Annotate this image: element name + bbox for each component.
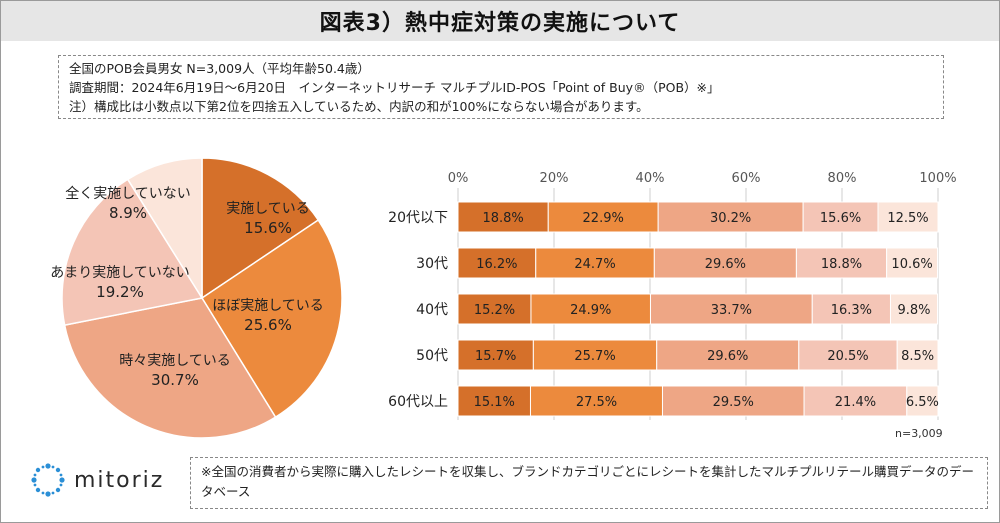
bar-value-label: 18.8% — [482, 211, 523, 226]
bar-segment — [457, 247, 537, 279]
bar-value-label: 20.5% — [827, 349, 868, 364]
bar-value-label: 16.3% — [831, 303, 872, 318]
pie-slice — [126, 157, 203, 301]
pie-chart: 実施している 15.6% ほぼ実施している 25.6% 時々実施している 30.7% あまり… — [50, 157, 343, 439]
category-label: 50代 — [416, 348, 448, 364]
bar-value-label: 21.4% — [835, 395, 876, 410]
bar-segment — [457, 201, 549, 233]
bar-value-label: 15.2% — [474, 303, 515, 318]
bar-value-label: 8.5% — [901, 349, 934, 364]
x-tick-label: 80% — [828, 171, 857, 186]
bar-value-label: 6.5% — [906, 395, 939, 410]
pie-value-label: 19.2% — [96, 283, 144, 301]
bar-segment — [653, 247, 797, 279]
survey-sample-note: 全国のPOB会員男女 N=3,009人（平均年齢50.4歳） — [69, 61, 370, 76]
survey-note-box: 全国のPOB会員男女 N=3,009人（平均年齢50.4歳） 調査期間：2024… — [58, 55, 944, 119]
category-label: 40代 — [416, 302, 448, 318]
pie-slice — [201, 157, 320, 300]
pie-value-label: 25.6% — [244, 316, 292, 334]
bar-segment — [656, 339, 800, 371]
x-tick-label: 100% — [919, 171, 956, 186]
pob-footnote: ※全国の消費者から実際に購入したレシートを収集し、ブランドカテゴリごとにレシート… — [201, 464, 974, 499]
bar-segment — [535, 247, 655, 279]
footnote-box: ※全国の消費者から実際に購入したレシートを収集し、ブランドカテゴリごとにレシート… — [190, 457, 988, 509]
bar-segment — [896, 339, 939, 371]
bar-segment — [877, 201, 939, 233]
bar-value-label: 29.6% — [707, 349, 748, 364]
pie-slice — [200, 218, 343, 419]
bar-segment — [811, 293, 891, 325]
figure-title: 図表3）熱中症対策の実施について — [319, 11, 681, 36]
bar-segment — [802, 201, 879, 233]
x-tick-label: 60% — [732, 171, 761, 186]
pie-category-label: 実施している — [226, 201, 310, 217]
bar-segment — [547, 201, 659, 233]
x-tick-label: 40% — [636, 171, 665, 186]
pie-category-label: 全く実施していない — [65, 185, 191, 202]
bar-value-label: 29.5% — [713, 395, 754, 410]
bar-segment — [457, 385, 531, 417]
bar-value-label: 30.2% — [710, 211, 751, 226]
bar-value-label: 24.9% — [570, 303, 611, 318]
bar-segment — [906, 385, 939, 417]
pie-category-label: ほぼ実施している — [212, 298, 324, 314]
bar-segment — [657, 201, 804, 233]
bar-segment — [889, 293, 939, 325]
pie-slice — [63, 297, 277, 439]
bar-value-label: 27.5% — [576, 395, 617, 410]
pie-value-label: 8.9% — [109, 204, 147, 222]
mitoriz-logo: mitoriz — [30, 462, 164, 498]
bar-value-label: 24.7% — [574, 257, 615, 272]
bar-value-label: 9.8% — [897, 303, 930, 318]
stacked-bar-chart: 0% 20% 40% 60% 80% 100% 20代以下 18.8% 22.9% 30.2% 15… — [388, 171, 957, 420]
pie-category-label: あまり実施していない — [50, 265, 190, 281]
pie-category-label: 時々実施している — [119, 353, 231, 369]
bar-value-label: 15.7% — [475, 349, 516, 364]
pie-slice — [61, 178, 204, 326]
bar-segment — [661, 385, 805, 417]
bar-value-label: 16.2% — [476, 257, 517, 272]
bar-value-label: 15.1% — [474, 395, 515, 410]
category-label: 20代以下 — [388, 210, 448, 226]
bar-segment — [886, 247, 939, 279]
category-label: 30代 — [416, 256, 448, 272]
sparkle-logo-icon — [31, 463, 65, 497]
category-label: 60代以上 — [388, 394, 448, 410]
rounding-note: 注）構成比は小数点以下第2位を四捨五入しているため、内訳の和が100%にならない… — [69, 99, 649, 114]
bar-value-label: 25.7% — [574, 349, 615, 364]
title-bar: 図表3）熱中症対策の実施について — [1, 1, 999, 41]
bar-value-label: 12.5% — [887, 211, 928, 226]
survey-period-note: 調査期間：2024年6月19日～6月20日 インターネットリサーチ マルチプルI… — [69, 80, 720, 95]
bar-value-label: 15.6% — [820, 211, 861, 226]
pie-value-label: 15.6% — [244, 219, 292, 237]
sample-size-annotation: n=3,009 — [895, 427, 943, 440]
bar-value-label: 29.6% — [705, 257, 746, 272]
logo-text: mitoriz — [74, 467, 165, 493]
bar-value-label: 33.7% — [711, 303, 752, 318]
bar-value-label: 18.8% — [821, 257, 862, 272]
bar-value-label: 10.6% — [891, 257, 932, 272]
bar-segment — [457, 293, 532, 325]
bar-segment — [803, 385, 908, 417]
bar-value-label: 22.9% — [583, 211, 624, 226]
bar-segment — [795, 247, 888, 279]
x-tick-label: 0% — [448, 171, 469, 186]
x-tick-label: 20% — [540, 171, 569, 186]
pie-value-label: 30.7% — [151, 371, 199, 389]
